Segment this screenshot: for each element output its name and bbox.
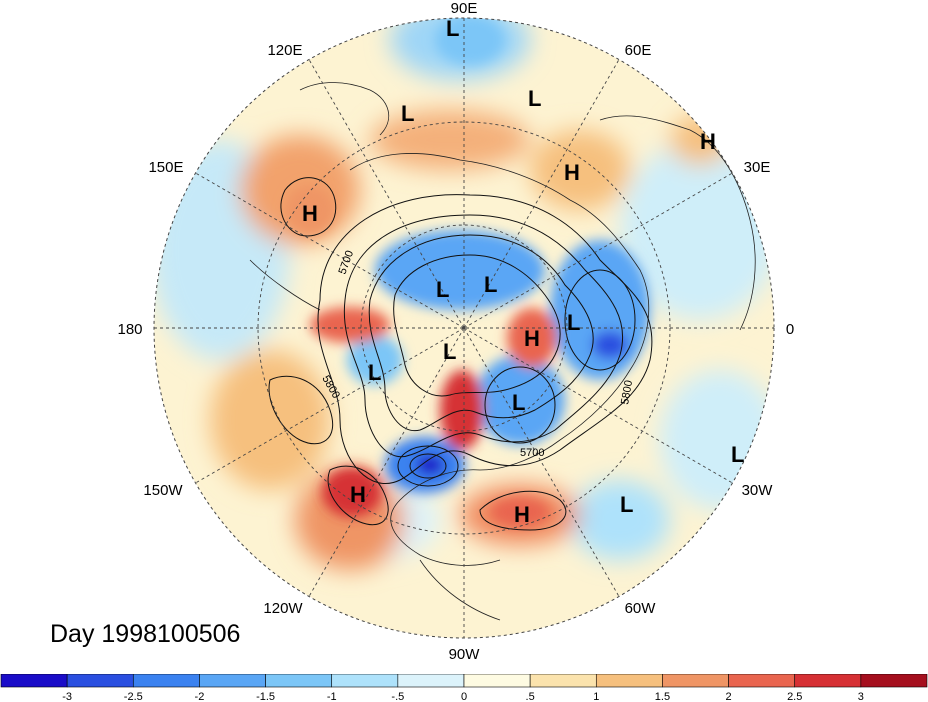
colorbar-tick-label: .5 xyxy=(526,691,535,702)
pressure-center-high: H xyxy=(350,482,366,507)
colorbar-tick-label: -.5 xyxy=(391,691,404,702)
colorbar-box xyxy=(199,674,266,688)
colorbar-box xyxy=(860,674,928,688)
colorbar-box xyxy=(529,674,597,688)
colorbar-tick-label: 1 xyxy=(593,691,599,702)
colorbar-tick-label: -1 xyxy=(327,691,337,702)
colorbar-box xyxy=(728,674,796,688)
colorbar-box xyxy=(463,674,531,688)
colorbar-tick-label: -2.5 xyxy=(124,691,143,702)
longitude-labels: 90E 60E 30E 0 30W 60W 90W 120W 150W 180 … xyxy=(117,0,794,663)
pressure-center-low: L xyxy=(484,272,497,297)
pressure-center-high: H xyxy=(564,160,580,185)
colorbar-tick-label: -2 xyxy=(195,691,205,702)
pressure-center-high: H xyxy=(514,502,530,527)
lon-label-90e: 90E xyxy=(451,0,478,17)
colorbar-box xyxy=(132,674,200,688)
pressure-center-high: H xyxy=(700,129,716,154)
lon-label-180: 180 xyxy=(117,321,142,338)
pressure-center-high: H xyxy=(524,326,540,351)
contour-label: 5800 xyxy=(619,379,635,405)
colorbar-box xyxy=(662,674,729,688)
colorbar-box xyxy=(397,674,465,688)
pressure-center-low: L xyxy=(512,390,525,415)
colorbar-box xyxy=(0,674,68,688)
pressure-center-low: L xyxy=(368,360,381,385)
lon-label-60w: 60W xyxy=(625,600,657,617)
colorbar-tick-label: -3 xyxy=(62,691,72,702)
anomaly-field xyxy=(154,18,774,638)
graticule xyxy=(154,18,774,638)
pressure-center-low: L xyxy=(567,310,580,335)
colorbar-box xyxy=(794,674,862,688)
coastlines xyxy=(249,82,756,621)
lon-label-120e: 120E xyxy=(267,42,302,59)
colorbar-tick-label: -1.5 xyxy=(256,691,275,702)
map-title: Day 1998100506 xyxy=(50,620,241,648)
colorbar-box xyxy=(265,674,333,688)
pressure-center-low: L xyxy=(436,277,449,302)
lon-label-90w: 90W xyxy=(449,646,481,663)
colorbar-box xyxy=(595,674,663,688)
lon-label-120w: 120W xyxy=(263,600,303,617)
colorbar-tick-label: 2 xyxy=(726,691,732,702)
colorbar-box xyxy=(331,674,399,688)
colorbar-tick-label: 2.5 xyxy=(787,691,802,702)
polar-map: 90E 60E 30E 0 30W 60W 90W 120W 150W 180 … xyxy=(117,0,794,663)
colorbar-ticks: -3 -2.5 -2 -1.5 -1 -.5 0 .5 1 1.5 2 2.5 3 xyxy=(62,691,864,702)
map-boundary xyxy=(153,17,775,639)
pressure-center-low: L xyxy=(731,442,744,467)
lon-label-30w: 30W xyxy=(742,482,774,499)
lon-label-60e: 60E xyxy=(625,42,652,59)
contour-label: 5700 xyxy=(520,447,544,459)
height-contours xyxy=(268,177,653,531)
colorbar-box xyxy=(66,674,134,688)
pressure-center-low: L xyxy=(443,339,456,364)
colorbar: -3 -2.5 -2 -1.5 -1 -.5 0 .5 1 1.5 2 2.5 3 xyxy=(0,674,928,702)
pressure-center-high: H xyxy=(302,201,318,226)
lon-label-150e: 150E xyxy=(148,159,183,176)
lon-label-150w: 150W xyxy=(143,482,183,499)
lon-label-30e: 30E xyxy=(744,159,771,176)
colorbar-tick-label: 3 xyxy=(858,691,864,702)
pressure-center-low: L xyxy=(401,101,414,126)
colorbar-tick-label: 0 xyxy=(461,691,467,702)
lon-label-0: 0 xyxy=(786,321,794,338)
pressure-center-low: L xyxy=(446,16,459,41)
pressure-centers: L L L H H H L L L H L L L L H H L L xyxy=(302,16,744,527)
pressure-center-low: L xyxy=(528,86,541,111)
pressure-center-low: L xyxy=(620,492,633,517)
colorbar-boxes xyxy=(0,674,928,688)
colorbar-tick-label: 1.5 xyxy=(655,691,670,702)
